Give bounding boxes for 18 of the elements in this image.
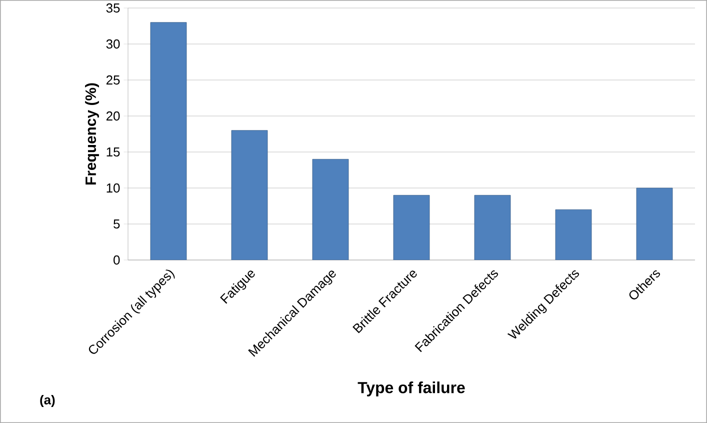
y-tick-label: 30 — [106, 39, 120, 49]
bar — [312, 159, 349, 260]
y-tick-label: 20 — [106, 111, 120, 121]
y-tick-label: 0 — [114, 255, 120, 265]
y-tick-label: 5 — [114, 219, 120, 229]
y-tick-label: 25 — [106, 75, 120, 85]
text: (a) — [40, 394, 55, 408]
bar — [393, 195, 430, 260]
y-axis-title: Frequency (%) — [85, 83, 99, 184]
y-tick-label: 15 — [106, 147, 120, 157]
bar — [636, 188, 673, 260]
x-axis-title: Type of failure — [358, 382, 465, 396]
y-tick-label: 35 — [106, 3, 120, 13]
bar — [474, 195, 511, 260]
bar — [231, 130, 268, 260]
y-tick-label: 10 — [106, 183, 120, 193]
bar — [555, 209, 592, 260]
bar — [150, 22, 187, 260]
